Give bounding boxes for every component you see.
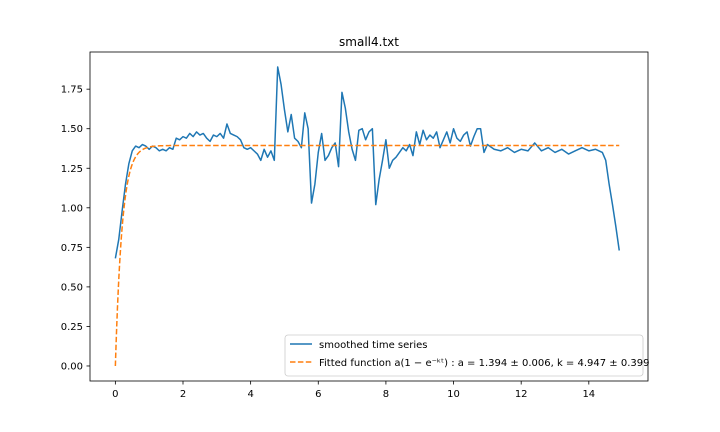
- x-tick-label: 14: [582, 389, 595, 400]
- y-tick-label: 0.50: [61, 282, 83, 293]
- y-tick-label: 1.50: [61, 124, 83, 135]
- axes-frame: [89, 51, 649, 382]
- axes-background: [90, 52, 648, 381]
- series-layer: [114, 66, 620, 366]
- y-tick-label: 0.75: [61, 243, 83, 254]
- y-tick-label: 0.00: [61, 361, 83, 372]
- x-tick-label: 8: [383, 389, 389, 400]
- y-axis: 0.00 0.25 0.50 0.75 1.00 1.25 1.50 1.75: [61, 85, 90, 372]
- legend-label-fitted: Fitted function a(1 − e⁻ᵏᵗ) : a = 1.394 …: [319, 358, 649, 369]
- series-line-fitted: [114, 144, 620, 366]
- series-line-smoothed: [114, 66, 620, 259]
- plot-area: 0 2 4 6 8 10 12 14 0.00 0.25 0.50 0.75 1.00 1.25 1.50…: [61, 51, 649, 400]
- y-tick-label: 1.75: [61, 85, 83, 96]
- legend: smoothed time series Fitted function a(1…: [284, 334, 649, 377]
- y-tick-label: 0.25: [61, 322, 83, 333]
- y-tick-label: 1.00: [61, 203, 83, 214]
- x-tick-label: 12: [515, 389, 528, 400]
- x-axis: 0 2 4 6 8 10 12 14: [112, 381, 595, 400]
- x-tick-label: 10: [447, 389, 460, 400]
- legend-box: [284, 334, 644, 377]
- y-tick-label: 1.25: [61, 164, 83, 175]
- x-tick-label: 0: [112, 389, 118, 400]
- x-tick-label: 6: [315, 389, 321, 400]
- chart-title: small4.txt: [339, 35, 399, 49]
- x-tick-label: 4: [247, 389, 253, 400]
- legend-label-smoothed: smoothed time series: [319, 340, 428, 351]
- x-tick-label: 2: [180, 389, 186, 400]
